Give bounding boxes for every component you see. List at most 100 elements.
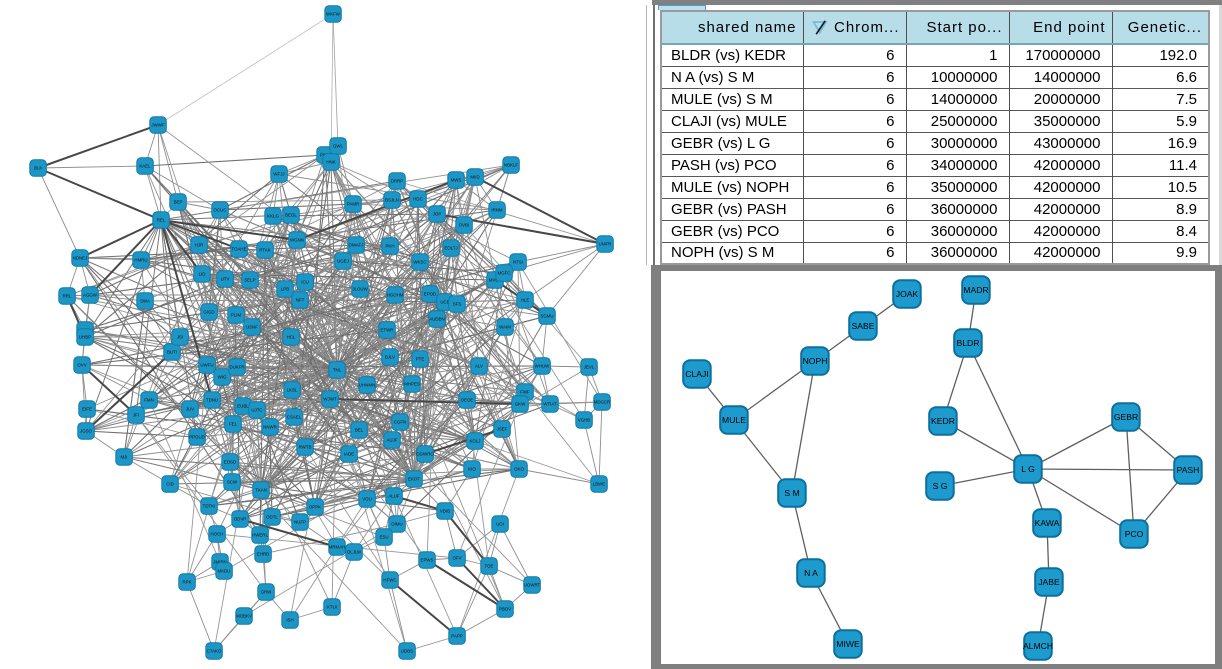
svg-text:EUBL: EUBL: [237, 404, 249, 409]
svg-text:JABE: JABE: [1038, 577, 1060, 587]
svg-text:UTV: UTV: [221, 277, 230, 282]
svg-text:ESU: ESU: [379, 535, 388, 540]
svg-text:MULE: MULE: [722, 415, 746, 425]
svg-text:FMN: FMN: [144, 398, 154, 403]
svg-text:RRL: RRL: [63, 294, 72, 299]
svg-text:ALMCH: ALMCH: [1023, 641, 1053, 651]
svg-text:FWF: FWF: [520, 390, 530, 395]
svg-text:LKSL: LKSL: [287, 388, 298, 393]
svg-text:CTAKO: CTAKO: [207, 649, 222, 654]
svg-text:UOWRT: UOWRT: [524, 583, 541, 588]
svg-text:MOBKV: MOBKV: [236, 614, 252, 619]
svg-text:BEL: BEL: [355, 428, 364, 433]
svg-text:BEP: BEP: [174, 200, 183, 205]
svg-text:PTAK: PTAK: [259, 248, 270, 253]
svg-text:PPOUD: PPOUD: [189, 435, 205, 440]
svg-text:KKLG: KKLG: [267, 214, 279, 219]
svg-text:PAMR: PAMR: [347, 202, 359, 207]
svg-text:ODVP: ODVP: [234, 517, 247, 522]
svg-text:OKO: OKO: [514, 467, 524, 472]
svg-text:EOSD: EOSD: [224, 460, 236, 465]
svg-text:PCO: PCO: [1125, 529, 1144, 539]
svg-text:JEVL: JEVL: [584, 365, 595, 370]
svg-text:UGEJ: UGEJ: [337, 259, 349, 264]
svg-text:BJLV: BJLV: [385, 355, 395, 360]
svg-text:VGHB: VGHB: [578, 418, 591, 423]
svg-text:OVBI: OVBI: [459, 223, 470, 228]
svg-text:BEGL: BEGL: [285, 213, 297, 218]
svg-text:EIFE: EIFE: [82, 407, 92, 412]
svg-text:OIMU: OIMU: [391, 522, 402, 527]
svg-text:PKH: PKH: [385, 244, 394, 249]
svg-text:SWA: SWA: [140, 299, 150, 304]
svg-text:GWL: GWL: [333, 144, 344, 149]
svg-text:OPPK: OPPK: [309, 505, 321, 510]
svg-text:ODTL: ODTL: [266, 515, 278, 520]
svg-text:UCB: UCB: [440, 300, 449, 305]
svg-text:SGMU: SGMU: [540, 314, 553, 319]
svg-text:BUTI: BUTI: [167, 350, 177, 355]
svg-text:CSAEL: CSAEL: [287, 415, 302, 420]
svg-text:WJWT: WJWT: [323, 397, 336, 402]
svg-text:NDNEJ: NDNEJ: [73, 256, 88, 261]
svg-text:UWFU: UWFU: [200, 363, 213, 368]
svg-text:OCUC: OCUC: [214, 208, 227, 213]
svg-text:OMAFJ: OMAFJ: [349, 243, 364, 248]
svg-text:LPB: LPB: [281, 287, 289, 292]
svg-text:SFS: SFS: [453, 302, 462, 307]
svg-text:JUV: JUV: [186, 407, 194, 412]
svg-text:JOP: JOP: [433, 212, 442, 217]
svg-text:KEDR: KEDR: [931, 416, 955, 426]
svg-text:KTUI: KTUI: [327, 605, 337, 610]
svg-text:PAPP: PAPP: [451, 634, 462, 639]
svg-text:BLDR: BLDR: [957, 338, 980, 348]
svg-text:PBOV: PBOV: [499, 607, 511, 612]
svg-text:USNF: USNF: [246, 325, 258, 330]
svg-text:KOLJ: KOLJ: [470, 439, 481, 444]
svg-text:JMIRN: JMIRN: [213, 560, 226, 565]
svg-text:TOE: TOE: [485, 564, 494, 569]
svg-text:HWERL: HWERL: [252, 533, 268, 538]
svg-text:JWWF: JWWF: [151, 123, 164, 128]
svg-text:MIWE: MIWE: [836, 639, 860, 649]
svg-text:WAIM: WAIM: [499, 325, 511, 330]
svg-text:UDBS: UDBS: [401, 649, 413, 654]
svg-text:OEOE: OEOE: [461, 398, 474, 403]
svg-text:MWS: MWS: [451, 178, 462, 183]
svg-text:MGFC: MGFC: [498, 271, 511, 276]
svg-text:CLAJI: CLAJI: [685, 369, 708, 379]
svg-text:ISH: ISH: [286, 618, 293, 623]
svg-text:HJR: HJR: [195, 243, 204, 248]
svg-text:OLJLW: OLJLW: [347, 550, 362, 555]
svg-text:FEL: FEL: [229, 422, 238, 427]
svg-text:UHBP: UHBP: [79, 335, 91, 340]
svg-text:EOLTJ: EOLTJ: [444, 246, 457, 251]
svg-text:GRW: GRW: [261, 590, 273, 595]
svg-text:SABE: SABE: [852, 321, 875, 331]
svg-text:JGSO: JGSO: [80, 429, 93, 434]
svg-text:EHRB: EHRB: [257, 552, 269, 557]
svg-text:TOAHE: TOAHE: [231, 247, 246, 252]
svg-text:AUDBN: AUDBN: [429, 317, 444, 322]
svg-text:KIO: KIO: [468, 467, 476, 472]
svg-text:IRNM: IRNM: [491, 208, 503, 213]
svg-text:WKSC: WKSC: [413, 260, 426, 265]
svg-text:OVV: OVV: [77, 363, 86, 368]
svg-text:HLE: HLE: [521, 298, 530, 303]
svg-text:NUFP: NUFP: [294, 520, 306, 525]
svg-text:HGOHM: HGOHM: [387, 293, 404, 298]
svg-text:JSI: JSI: [177, 335, 183, 340]
svg-text:HOCH: HOCH: [211, 532, 224, 537]
svg-text:IADE: IADE: [344, 452, 354, 457]
svg-text:MHPES: MHPES: [404, 382, 420, 387]
svg-text:SELP: SELP: [244, 278, 255, 283]
svg-text:WKFW: WKFW: [326, 12, 341, 17]
svg-text:TKAN: TKAN: [255, 488, 267, 493]
svg-text:GEBR: GEBR: [1114, 412, 1138, 422]
svg-text:DRRP: DRRP: [391, 179, 404, 184]
svg-text:PLIM: PLIM: [231, 313, 242, 318]
svg-text:SCW: SCW: [227, 480, 238, 485]
svg-text:WGNN: WGNN: [290, 238, 304, 243]
svg-text:HFWC: HFWC: [383, 578, 396, 583]
svg-text:MRMAH: MRMAH: [329, 545, 346, 550]
